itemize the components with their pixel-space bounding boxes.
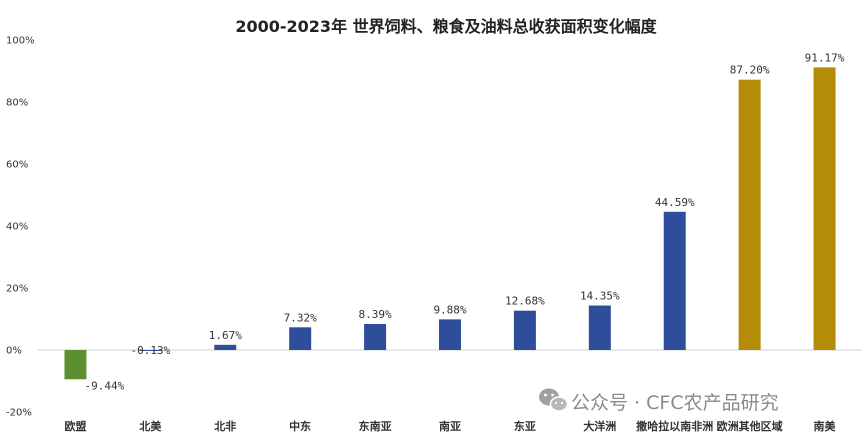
x-tick-label: 北非 — [214, 419, 236, 433]
x-tick-label: 欧盟 — [64, 419, 86, 433]
bar — [663, 211, 686, 350]
x-axis: 欧盟 北美 北非 中东 东南亚 南亚 东亚 大洋洲 撒哈拉以南非洲 欧洲其他区域 南美 — [64, 419, 836, 433]
x-tick-label: 东亚 — [514, 419, 536, 433]
x-tick-label: 欧洲其他区域 — [717, 419, 783, 433]
data-label: 91.17% — [805, 51, 845, 64]
data-label: 14.35% — [580, 290, 620, 303]
data-label: 7.32% — [284, 311, 317, 324]
y-tick-label: 60% — [6, 160, 28, 171]
bar — [513, 310, 536, 350]
y-tick-label: 100% — [6, 36, 35, 47]
bar — [588, 305, 611, 350]
bar — [738, 79, 761, 351]
wechat-icon — [539, 388, 569, 412]
data-label: 12.68% — [505, 295, 545, 308]
data-label: 9.88% — [433, 303, 466, 316]
data-labels: -9.44% -0.13% 1.67% 7.32% 8.39% 9.88% 12.68% 14… — [84, 51, 844, 392]
data-label: 87.20% — [730, 64, 770, 77]
x-tick-label: 撒哈拉以南非洲 — [636, 419, 713, 433]
data-label: 44.59% — [655, 196, 695, 209]
bar — [289, 327, 312, 350]
bar — [364, 323, 387, 350]
bar — [214, 344, 237, 350]
data-label: 1.67% — [209, 329, 242, 342]
bar — [813, 67, 836, 351]
data-label: -0.13% — [130, 344, 170, 357]
bars — [64, 67, 836, 380]
x-tick-label: 北美 — [139, 419, 162, 433]
x-tick-label: 南亚 — [439, 419, 461, 433]
y-tick-label: 40% — [6, 222, 28, 233]
bar — [439, 319, 461, 350]
y-axis: -20% 0% 20% 40% 60% 80% 100% — [6, 36, 35, 419]
y-tick-label: 80% — [6, 98, 28, 109]
bar — [139, 350, 162, 351]
y-tick-label: 20% — [6, 284, 28, 295]
chart-title: 2000-2023年 世界饲料、粮食及油料总收获面积变化幅度 — [235, 17, 657, 36]
data-label: -9.44% — [84, 379, 124, 392]
x-tick-label: 中东 — [289, 419, 311, 433]
y-tick-label: 0% — [6, 346, 22, 357]
bar — [64, 350, 87, 380]
x-tick-label: 东南亚 — [359, 419, 392, 433]
x-tick-label: 南美 — [814, 419, 837, 433]
watermark-text: 公众号 · CFC农产品研究 — [571, 392, 779, 414]
watermark: 公众号 · CFC农产品研究 — [539, 388, 779, 414]
x-tick-label: 大洋洲 — [583, 419, 616, 433]
data-label: 8.39% — [359, 308, 392, 321]
y-tick-label: -20% — [6, 408, 32, 419]
